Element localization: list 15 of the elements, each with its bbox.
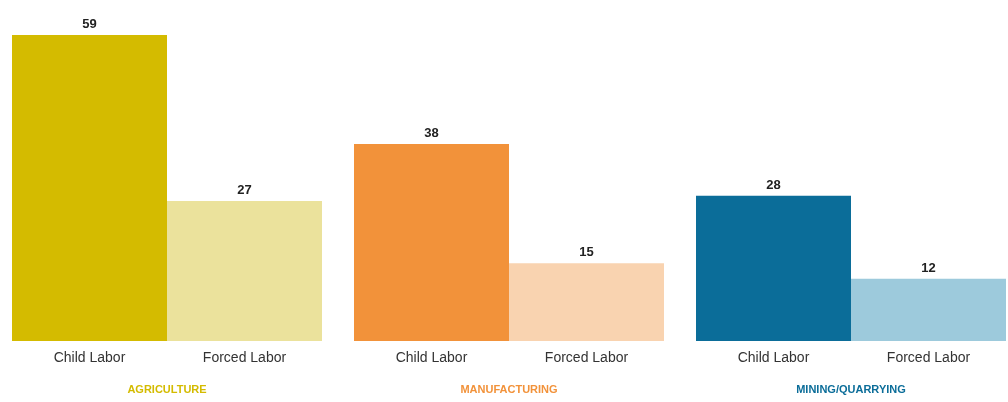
x-tick-label: Forced Labor	[886, 349, 971, 365]
text: MANUFACTURING	[460, 382, 558, 395]
data-label: 59	[82, 16, 97, 31]
x-tick-label: Child Labor	[395, 349, 468, 365]
text: MINING/QUARRYING	[796, 382, 906, 395]
data-label: 38	[424, 124, 439, 140]
x-tick-label: Forced Labor	[544, 349, 629, 365]
data-label: 12	[921, 259, 936, 275]
data-label: 27	[237, 181, 252, 197]
x-tick-label: Forced Labor	[202, 349, 287, 365]
data-label: 15	[579, 244, 594, 260]
x-tick-label: Child Labor	[53, 349, 126, 365]
x-tick-label: Child Labor	[737, 349, 810, 365]
text: AGRICULTURE	[127, 382, 207, 395]
data-label: 28	[766, 176, 781, 192]
